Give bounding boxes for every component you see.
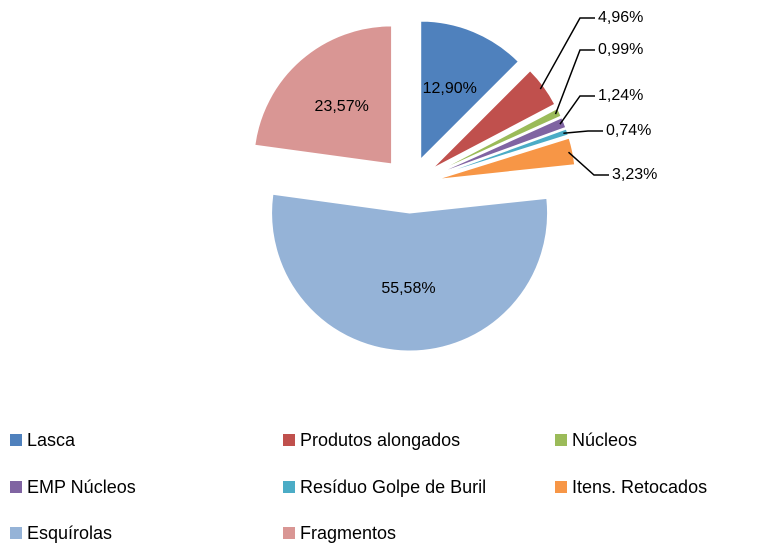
legend-label: Fragmentos [300, 523, 396, 543]
pie-slice [271, 193, 548, 352]
data-label: 55,58% [381, 280, 435, 297]
pie-slice [436, 128, 569, 177]
legend-swatch [555, 481, 567, 493]
legend-label: Esquírolas [27, 523, 112, 543]
pie-slice [435, 117, 567, 175]
legend-label: Resíduo Golpe de Buril [300, 477, 486, 497]
pie-slice [432, 70, 556, 169]
leader-line [559, 95, 595, 125]
legend-swatch [283, 527, 295, 539]
legend-label: Itens. Retocados [572, 477, 707, 497]
legend-label: Lasca [27, 430, 76, 450]
data-label: 12,90% [423, 80, 477, 97]
legend-label: Núcleos [572, 430, 637, 450]
data-label: 3,23% [612, 166, 657, 183]
pie-slice [437, 137, 576, 180]
pie-slice [254, 25, 393, 165]
data-label: 1,24% [598, 87, 643, 104]
legend-label: EMP Núcleos [27, 477, 136, 497]
legend-swatch [283, 434, 295, 446]
legend-swatch [10, 527, 22, 539]
pie-slice [420, 20, 519, 161]
data-label: 0,99% [598, 41, 643, 58]
leader-line [563, 130, 603, 135]
legend-swatch [10, 434, 22, 446]
legend-swatch [10, 481, 22, 493]
leader-line [554, 49, 595, 115]
legend-swatch [555, 434, 567, 446]
legend-label: Produtos alongados [300, 430, 460, 450]
data-label: 4,96% [598, 9, 643, 26]
leader-line [539, 17, 595, 90]
data-label: 23,57% [315, 98, 369, 115]
leader-line [567, 151, 609, 176]
legend-swatch [283, 481, 295, 493]
data-label: 0,74% [606, 122, 651, 139]
